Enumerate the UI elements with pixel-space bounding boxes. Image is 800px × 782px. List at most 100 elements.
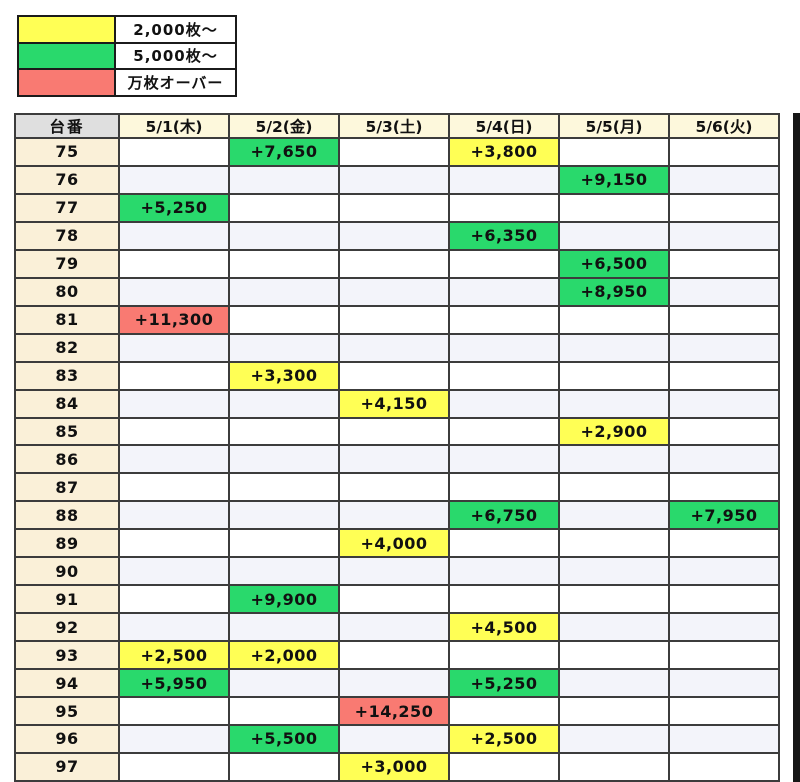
empty-cell: [118, 500, 230, 531]
date-column-header: 5/3(土): [338, 113, 450, 139]
table-row: 82: [14, 332, 780, 363]
machine-number-cell: 86: [14, 444, 120, 475]
empty-cell: [668, 612, 780, 643]
value-cell: +9,900: [228, 584, 340, 615]
value-cell: +3,800: [448, 137, 560, 167]
value-cell: +3,000: [338, 751, 450, 782]
empty-cell: [668, 220, 780, 251]
date-column-header: 5/5(月): [558, 113, 670, 139]
empty-cell: [118, 388, 230, 419]
empty-cell: [338, 668, 450, 699]
empty-cell: [558, 584, 670, 615]
date-column-header: 5/2(金): [228, 113, 340, 139]
empty-cell: [558, 556, 670, 587]
table-row: 96 +5,500 +2,500: [14, 724, 780, 754]
empty-cell: [118, 332, 230, 363]
empty-cell: [558, 388, 670, 419]
table-row: 77 +5,250: [14, 192, 780, 223]
empty-cell: [668, 416, 780, 447]
empty-cell: [668, 528, 780, 559]
value-cell: +2,500: [118, 640, 230, 671]
legend: 2,000枚～ 5,000枚～ 万枚オーバー: [17, 15, 237, 97]
empty-cell: [668, 388, 780, 419]
empty-cell: [228, 276, 340, 307]
empty-cell: [448, 248, 560, 279]
empty-cell: [668, 304, 780, 335]
empty-cell: [558, 751, 670, 782]
machine-number-cell: 89: [14, 528, 120, 559]
legend-body: 2,000枚～ 5,000枚～ 万枚オーバー: [17, 15, 237, 97]
value-cell: +8,950: [558, 276, 670, 307]
empty-cell: [668, 276, 780, 307]
empty-cell: [338, 444, 450, 475]
value-cell: +5,500: [228, 724, 340, 754]
empty-cell: [668, 556, 780, 587]
empty-cell: [118, 724, 230, 754]
empty-cell: [118, 696, 230, 727]
empty-cell: [558, 472, 670, 503]
machine-number-cell: 91: [14, 584, 120, 615]
empty-cell: [228, 444, 340, 475]
empty-cell: [448, 696, 560, 727]
table-row: 94 +5,950 +5,250: [14, 668, 780, 699]
empty-cell: [118, 556, 230, 587]
empty-cell: [558, 192, 670, 223]
empty-cell: [558, 500, 670, 531]
value-cell: +4,500: [448, 612, 560, 643]
empty-cell: [228, 388, 340, 419]
empty-cell: [228, 556, 340, 587]
empty-cell: [448, 416, 560, 447]
empty-cell: [228, 332, 340, 363]
table-row: 83 +3,300: [14, 360, 780, 391]
empty-cell: [118, 276, 230, 307]
empty-cell: [668, 472, 780, 503]
legend-label: 万枚オーバー: [114, 68, 237, 97]
table-row: 76 +9,150: [14, 164, 780, 195]
empty-cell: [558, 332, 670, 363]
empty-cell: [558, 137, 670, 167]
empty-cell: [558, 640, 670, 671]
empty-cell: [338, 472, 450, 503]
empty-cell: [668, 164, 780, 195]
empty-cell: [228, 696, 340, 727]
empty-cell: [228, 304, 340, 335]
table-row: 78 +6,350: [14, 220, 780, 251]
empty-cell: [118, 751, 230, 782]
empty-cell: [558, 360, 670, 391]
empty-cell: [228, 751, 340, 782]
empty-cell: [118, 220, 230, 251]
table-row: 97 +3,000: [14, 751, 780, 782]
date-column-header: 5/1(木): [118, 113, 230, 139]
empty-cell: [448, 304, 560, 335]
empty-cell: [228, 612, 340, 643]
empty-cell: [228, 220, 340, 251]
empty-cell: [448, 276, 560, 307]
machine-number-cell: 75: [14, 137, 120, 167]
empty-cell: [448, 556, 560, 587]
empty-cell: [668, 332, 780, 363]
empty-cell: [338, 584, 450, 615]
empty-cell: [668, 724, 780, 754]
table-row: 90: [14, 556, 780, 587]
value-cell: +6,750: [448, 500, 560, 531]
value-cell: +5,250: [448, 668, 560, 699]
empty-cell: [118, 416, 230, 447]
machine-number-cell: 92: [14, 612, 120, 643]
table-row: 95 +14,250: [14, 696, 780, 727]
empty-cell: [448, 751, 560, 782]
legend-row: 5,000枚～: [17, 41, 237, 70]
empty-cell: [448, 528, 560, 559]
empty-cell: [558, 444, 670, 475]
value-cell: +2,900: [558, 416, 670, 447]
empty-cell: [448, 584, 560, 615]
empty-cell: [448, 444, 560, 475]
empty-cell: [558, 220, 670, 251]
empty-cell: [448, 472, 560, 503]
empty-cell: [338, 304, 450, 335]
machine-number-cell: 84: [14, 388, 120, 419]
machine-number-cell: 85: [14, 416, 120, 447]
machine-number-cell: 93: [14, 640, 120, 671]
empty-cell: [338, 556, 450, 587]
value-cell: +2,500: [448, 724, 560, 754]
table-row: 86: [14, 444, 780, 475]
